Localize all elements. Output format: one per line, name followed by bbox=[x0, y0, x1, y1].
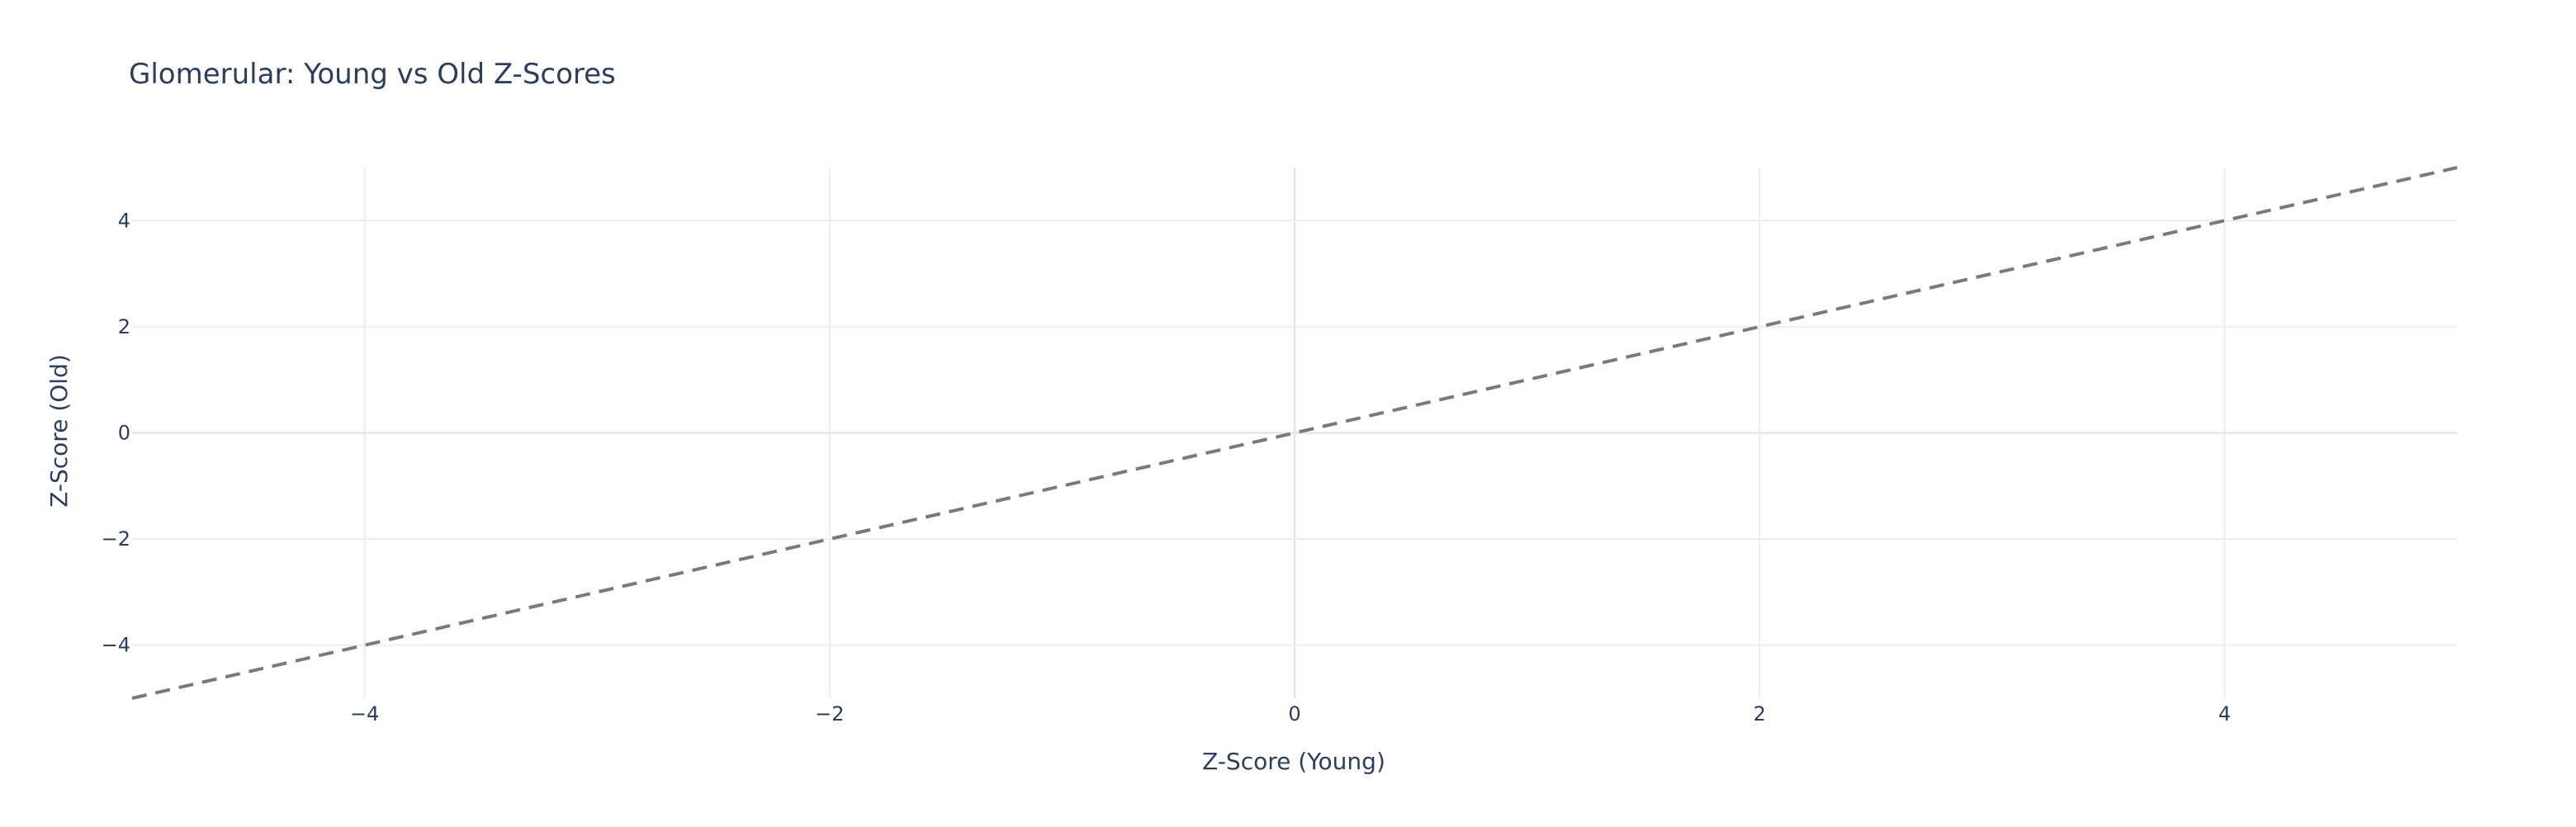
series-layer bbox=[131, 166, 2458, 700]
chart-title: Glomerular: Young vs Old Z-Scores bbox=[129, 58, 616, 91]
x-tick-label: −4 bbox=[350, 702, 379, 725]
y-tick-label: −2 bbox=[102, 527, 130, 551]
x-axis-title: Z-Score (Young) bbox=[1202, 748, 1385, 775]
series-line bbox=[131, 166, 2458, 700]
y-tick-label: −4 bbox=[102, 634, 130, 657]
x-tick-label: 2 bbox=[1754, 702, 1766, 725]
x-axis-ticks: −4 −2 0 2 4 bbox=[350, 702, 2231, 725]
x-tick-label: 4 bbox=[2218, 702, 2231, 725]
x-tick-label: 0 bbox=[1288, 702, 1300, 725]
y-tick-label: 2 bbox=[118, 315, 130, 338]
y-tick-label: 4 bbox=[118, 209, 130, 232]
grid-layer bbox=[132, 168, 2457, 698]
y-tick-label: 0 bbox=[118, 422, 130, 445]
x-tick-label: −2 bbox=[815, 702, 844, 725]
y-axis-title: Z-Score (Old) bbox=[45, 354, 73, 508]
y-axis-ticks: −4 −2 0 2 4 bbox=[102, 209, 130, 656]
